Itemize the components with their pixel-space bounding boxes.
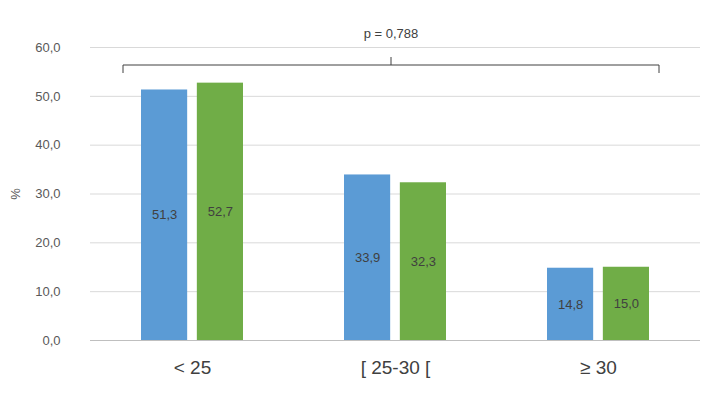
- svg-text:40,0: 40,0: [35, 137, 60, 152]
- svg-text:32,3: 32,3: [411, 254, 436, 269]
- svg-text:52,7: 52,7: [208, 204, 233, 219]
- svg-text:30,0: 30,0: [35, 186, 60, 201]
- svg-text:10,0: 10,0: [35, 284, 60, 299]
- svg-text:51,3: 51,3: [152, 207, 177, 222]
- svg-text:60,0: 60,0: [35, 40, 60, 55]
- svg-text:%: %: [8, 188, 23, 200]
- svg-text:15,0: 15,0: [614, 296, 639, 311]
- svg-text:0,0: 0,0: [42, 333, 60, 348]
- svg-text:< 25: < 25: [174, 357, 212, 378]
- svg-text:33,9: 33,9: [355, 250, 380, 265]
- svg-text:20,0: 20,0: [35, 235, 60, 250]
- svg-text:14,8: 14,8: [558, 297, 583, 312]
- svg-text:p = 0,788: p = 0,788: [364, 26, 419, 41]
- svg-text:[ 25-30 [: [ 25-30 [: [361, 357, 431, 378]
- svg-text:≥ 30: ≥ 30: [580, 357, 617, 378]
- svg-text:50,0: 50,0: [35, 88, 60, 103]
